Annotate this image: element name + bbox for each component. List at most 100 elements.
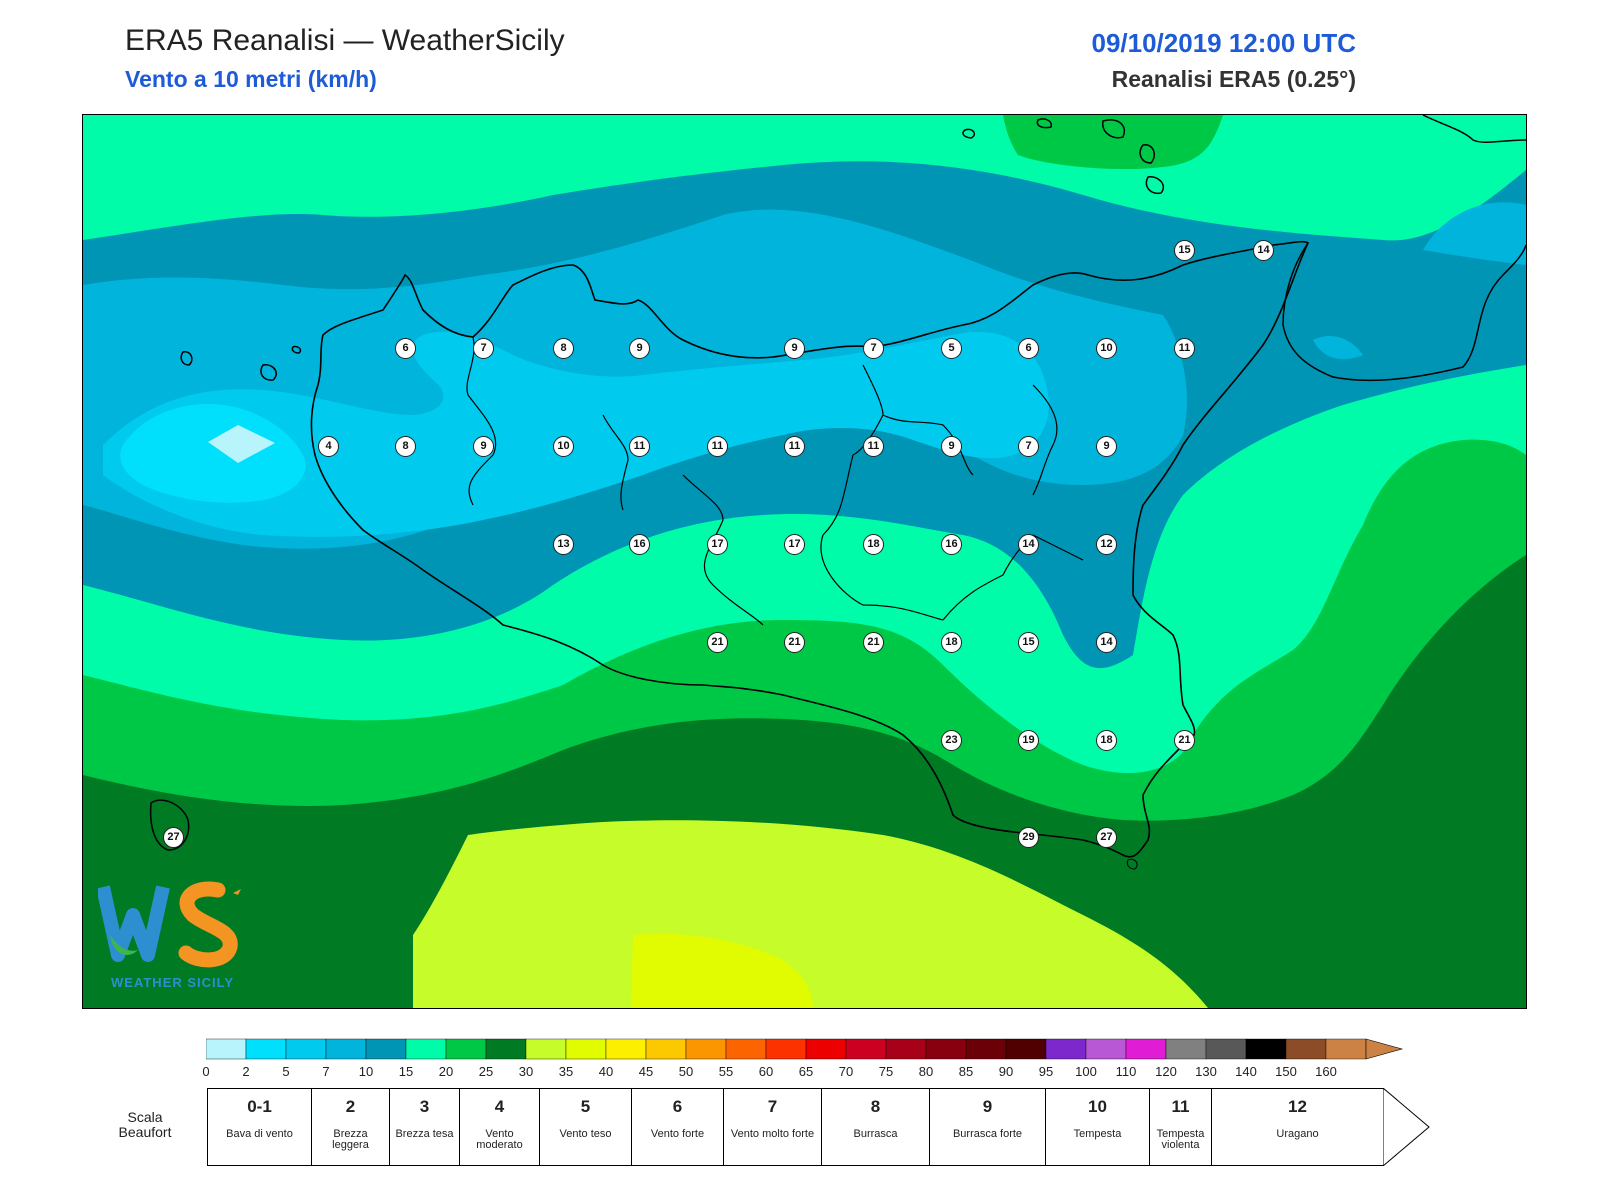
color-swatch xyxy=(445,1038,487,1060)
station-value: 27 xyxy=(1096,827,1117,848)
beaufort-number: 7 xyxy=(767,1097,778,1116)
band-20-25-north xyxy=(1003,115,1223,170)
station-value: 9 xyxy=(941,436,962,457)
station-value: 11 xyxy=(1174,338,1195,359)
beaufort-number: 4 xyxy=(494,1097,505,1116)
beaufort-number: 2 xyxy=(345,1097,356,1116)
station-value: 21 xyxy=(784,632,805,653)
beaufort-description: Vento molto forte xyxy=(730,1128,815,1140)
color-swatch xyxy=(885,1038,927,1060)
calabria-coastline xyxy=(1282,115,1526,381)
beaufort-number: 8 xyxy=(870,1097,881,1116)
station-value: 7 xyxy=(1018,436,1039,457)
model-label: Reanalisi ERA5 (0.25°) xyxy=(1111,66,1356,92)
band-35-40 xyxy=(631,933,813,1008)
beaufort-number: 9 xyxy=(982,1097,993,1116)
beaufort-cell: 9 Burrasca forte xyxy=(929,1088,1045,1166)
scale-tick-label: 150 xyxy=(1275,1064,1297,1079)
band-5-7 xyxy=(103,331,1049,537)
station-value: 11 xyxy=(629,436,650,457)
beaufort-cell: 7 Vento molto forte xyxy=(723,1088,821,1166)
station-value: 13 xyxy=(553,534,574,555)
scale-arrow xyxy=(1365,1038,1404,1060)
station-value: 6 xyxy=(395,338,416,359)
color-swatch xyxy=(1285,1038,1327,1060)
color-swatch xyxy=(325,1038,367,1060)
wind-map: 15 14 6 7 8 9 9 7 5 6 10 11 4 8 9 10 11 11 11 11 9 7 9 13 16 17 17… xyxy=(82,114,1527,1009)
scale-tick-label: 110 xyxy=(1115,1064,1137,1079)
color-swatch xyxy=(605,1038,647,1060)
band-7-10-east xyxy=(1423,202,1526,265)
color-swatch xyxy=(645,1038,687,1060)
station-value: 9 xyxy=(473,436,494,457)
color-swatch xyxy=(285,1038,327,1060)
scale-tick-label: 80 xyxy=(918,1064,934,1079)
scale-tick-label: 0 xyxy=(202,1064,210,1079)
station-value: 15 xyxy=(1018,632,1039,653)
color-swatch xyxy=(525,1038,567,1060)
station-value: 4 xyxy=(318,436,339,457)
color-swatch xyxy=(565,1038,607,1060)
band-0-2 xyxy=(208,425,275,463)
scale-tick-label: 120 xyxy=(1155,1064,1177,1079)
station-value: 14 xyxy=(1018,534,1039,555)
beaufort-number: 6 xyxy=(672,1097,683,1116)
station-value: 27 xyxy=(163,827,184,848)
color-swatch xyxy=(1085,1038,1127,1060)
beaufort-cell: 0-1 Bava di vento xyxy=(207,1088,311,1166)
scale-tick-label: 70 xyxy=(838,1064,854,1079)
malta-island xyxy=(1126,858,1138,870)
station-value: 10 xyxy=(553,436,574,457)
color-swatch xyxy=(805,1038,847,1060)
color-swatch xyxy=(206,1038,247,1060)
sicily-coastline xyxy=(310,240,1310,858)
scale-tick-label: 60 xyxy=(758,1064,774,1079)
map-title: ERA5 Reanalisi — WeatherSicily xyxy=(125,24,565,57)
station-value: 21 xyxy=(863,632,884,653)
beaufort-description: Tempesta xyxy=(1073,1128,1122,1140)
beaufort-number: 0-1 xyxy=(247,1097,272,1116)
beaufort-description: Uragano xyxy=(1276,1128,1319,1140)
color-swatch xyxy=(1005,1038,1047,1060)
station-value: 9 xyxy=(784,338,805,359)
station-value: 7 xyxy=(863,338,884,359)
color-swatch xyxy=(365,1038,407,1060)
beaufort-number: 11 xyxy=(1171,1097,1190,1116)
beaufort-cell: 8 Burrasca xyxy=(821,1088,929,1166)
scale-tick-label: 100 xyxy=(1075,1064,1097,1079)
map-subtitle: Vento a 10 metri (km/h) xyxy=(125,66,377,92)
scale-tick-label: 40 xyxy=(598,1064,614,1079)
beaufort-description: Brezza tesa xyxy=(395,1128,454,1140)
station-value: 10 xyxy=(1096,338,1117,359)
station-value: 9 xyxy=(629,338,650,359)
color-swatch xyxy=(925,1038,967,1060)
color-swatch xyxy=(1165,1038,1207,1060)
beaufort-cell: 2 Brezza leggera xyxy=(311,1088,389,1166)
station-value: 11 xyxy=(707,436,728,457)
beaufort-cell: 11 Tempesta violenta xyxy=(1149,1088,1211,1166)
map-datetime: 09/10/2019 12:00 UTC xyxy=(1091,28,1356,58)
band-30-35 xyxy=(413,820,1208,1008)
scale-tick-label: 7 xyxy=(322,1064,330,1079)
logo-text: WEATHER SICILY xyxy=(111,975,235,990)
beaufort-cell: 5 Vento teso xyxy=(539,1088,631,1166)
beaufort-cell: 4 Vento moderato xyxy=(459,1088,539,1166)
station-value: 29 xyxy=(1018,827,1039,848)
station-value: 11 xyxy=(863,436,884,457)
color-swatch xyxy=(1245,1038,1287,1060)
station-value: 21 xyxy=(1174,730,1195,751)
scale-tick-label: 45 xyxy=(638,1064,654,1079)
scale-tick-label: 15 xyxy=(398,1064,414,1079)
beaufort-number: 10 xyxy=(1088,1097,1107,1116)
scale-tick-label: 85 xyxy=(958,1064,974,1079)
station-value: 23 xyxy=(941,730,962,751)
beaufort-description: Burrasca xyxy=(853,1128,898,1140)
color-swatch xyxy=(685,1038,727,1060)
beaufort-description: Vento moderato xyxy=(476,1128,523,1151)
color-swatch xyxy=(405,1038,447,1060)
band-7-10-east2 xyxy=(1313,335,1363,360)
color-swatch xyxy=(845,1038,887,1060)
station-value: 8 xyxy=(553,338,574,359)
scale-tick-label: 75 xyxy=(878,1064,894,1079)
station-value: 5 xyxy=(941,338,962,359)
